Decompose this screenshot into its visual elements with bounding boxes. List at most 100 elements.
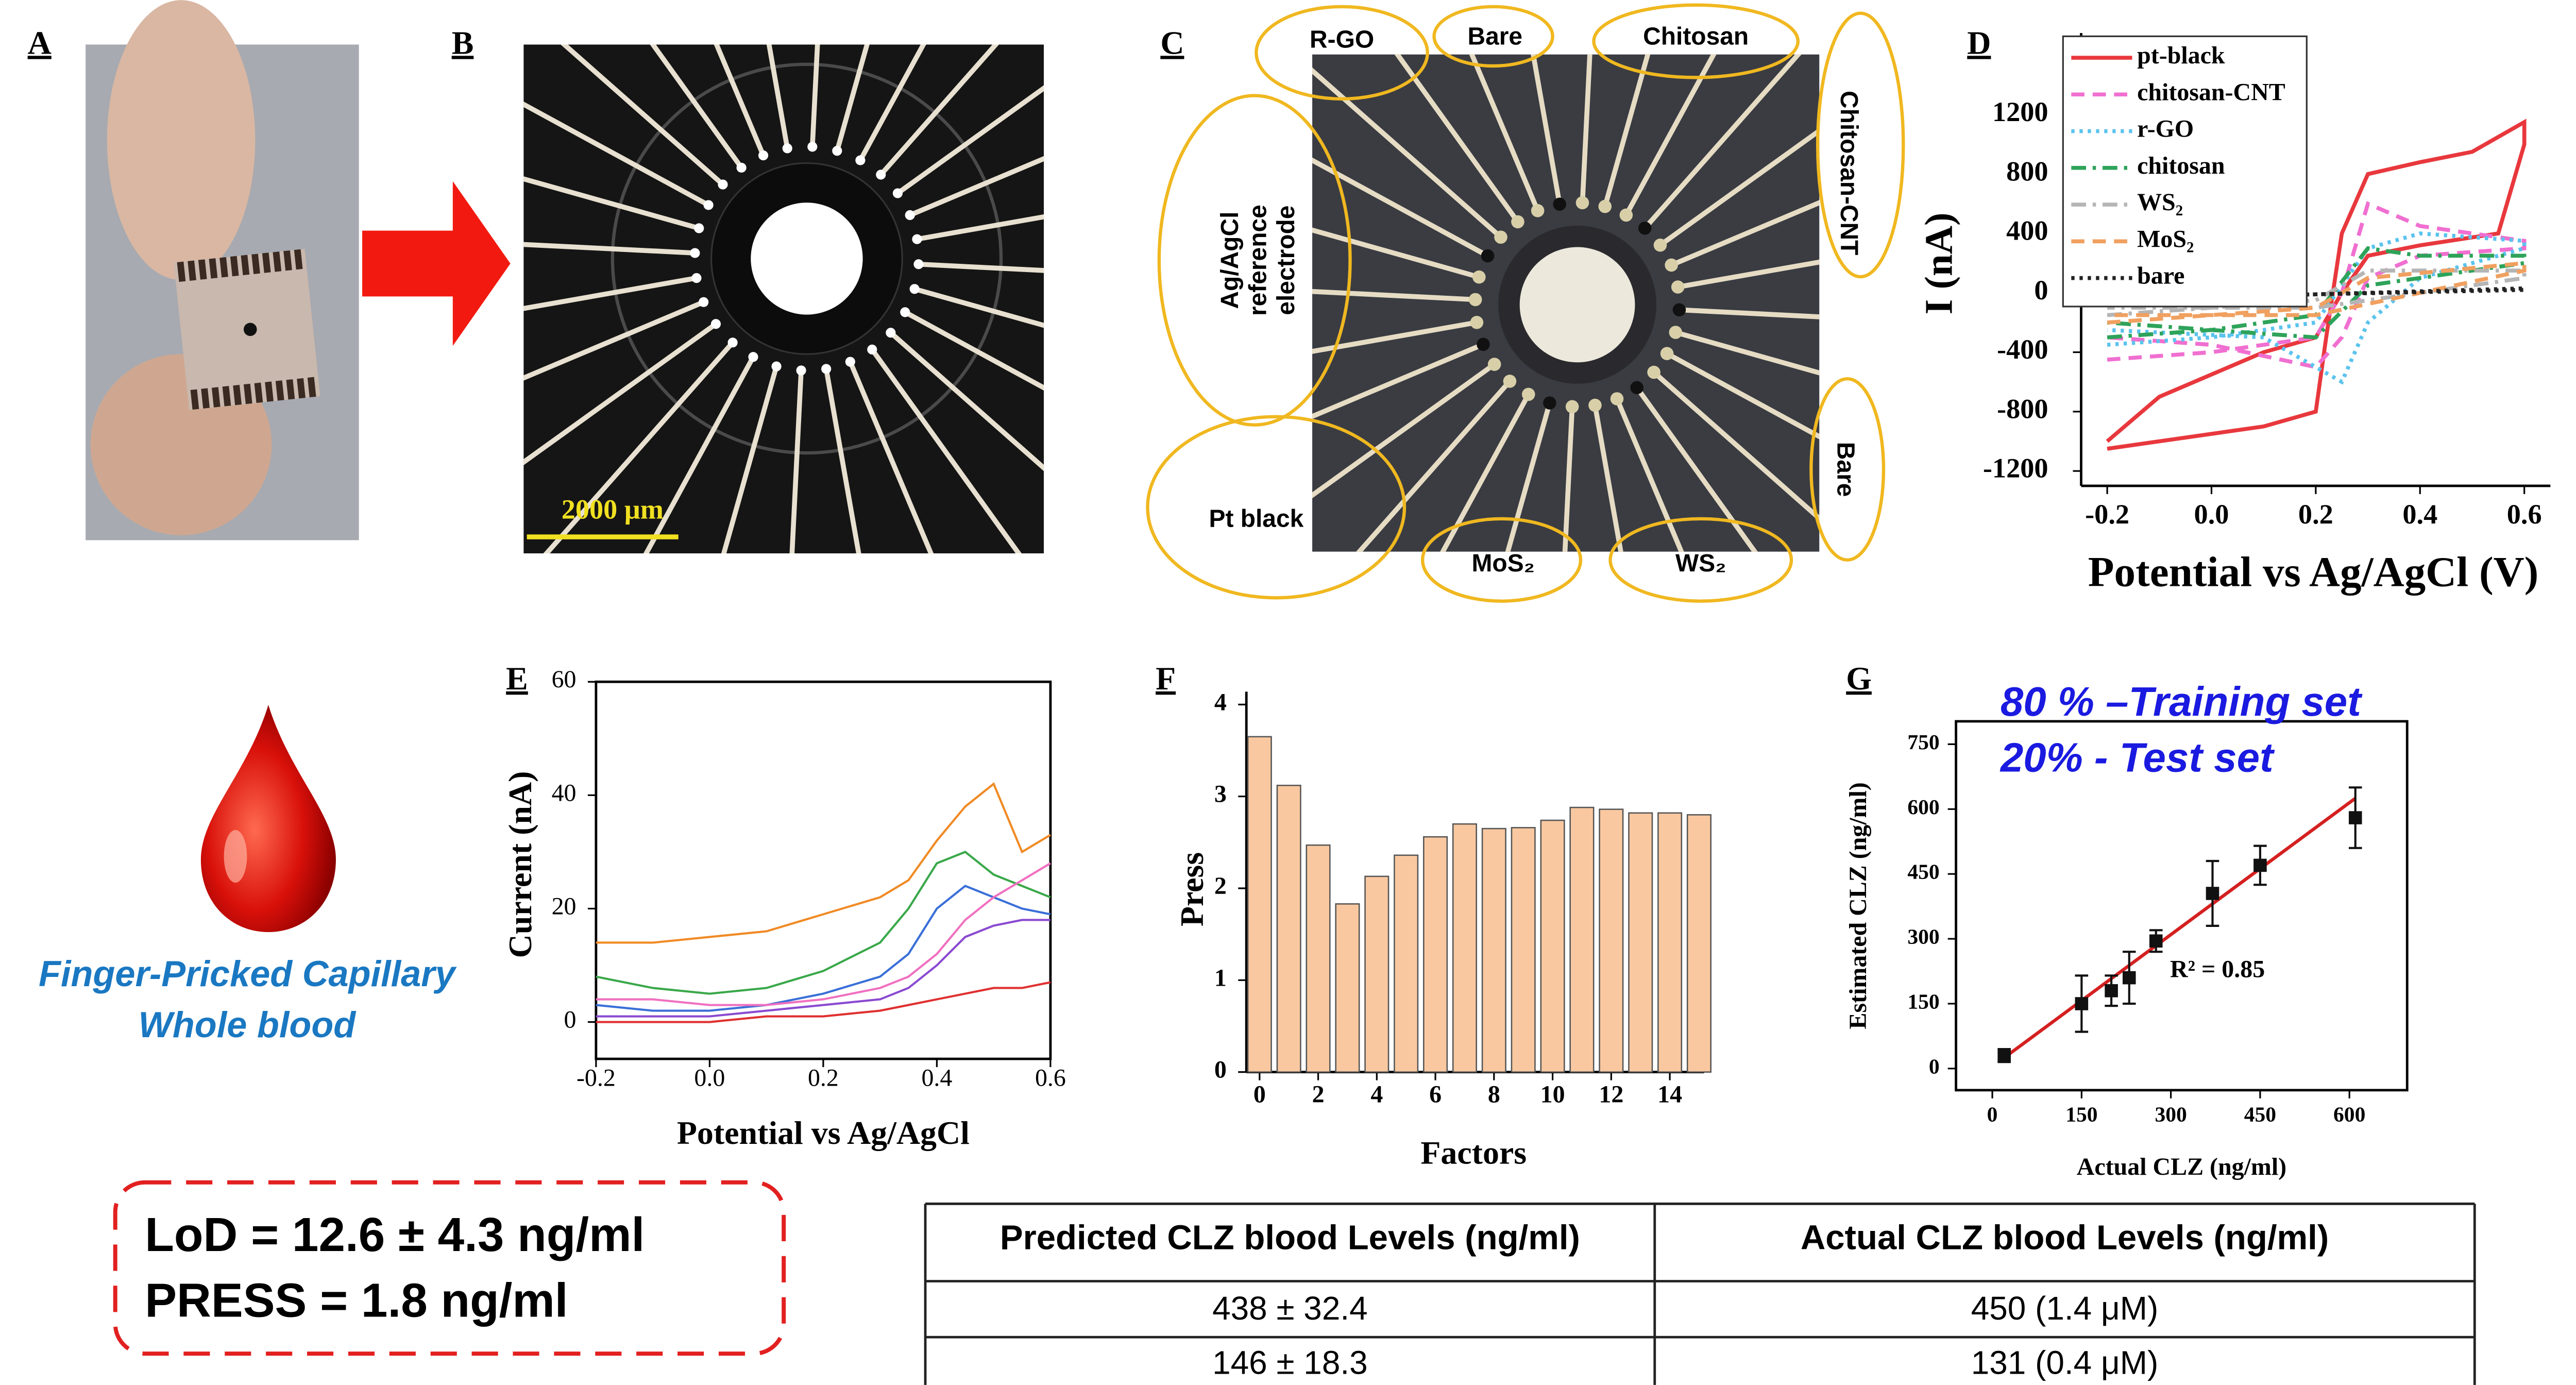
chip-pad (283, 250, 292, 271)
callout-ellipse (1420, 517, 1583, 603)
x-tick-label: 450 (2244, 1102, 2276, 1126)
chip-pad (219, 257, 228, 278)
electrode-dot (1494, 230, 1507, 244)
electrode-dot (736, 162, 747, 173)
x-tick-label: 2 (1312, 1081, 1325, 1108)
point (2253, 858, 2267, 872)
electrode-dot (782, 143, 792, 154)
electrode-dot (876, 170, 886, 180)
chip-pad (177, 261, 186, 282)
electrode-trace (1670, 200, 1820, 267)
electrode-trace (721, 365, 779, 553)
bar (1481, 827, 1506, 1073)
electrode-trace (561, 44, 725, 187)
series-line (2106, 119, 2527, 451)
callout-label: Pt black (1209, 505, 1303, 533)
table-cell: 131 (0.4 μM) (1971, 1344, 2159, 1381)
bar (1511, 827, 1536, 1073)
electrode-dot (821, 364, 832, 374)
point (2348, 811, 2362, 824)
y-tick-label: 20 (552, 892, 577, 920)
electrode-trace (909, 156, 1044, 217)
electrode-dot (1610, 392, 1624, 406)
electrode-dot (703, 200, 714, 210)
electrode-trace (1312, 320, 1478, 354)
electrode-dot (867, 344, 877, 354)
x-tick-label: 0.0 (694, 1065, 725, 1092)
electrode-trace (835, 44, 870, 152)
drop-highlight (224, 830, 247, 883)
panel-label: B (452, 24, 474, 61)
series-line (2107, 246, 2527, 340)
electrode-trace (879, 44, 999, 177)
electrode-dot (694, 223, 704, 233)
electrode-trace (1635, 386, 1758, 552)
legend-box (2062, 35, 2308, 308)
callout-label: Chitosan (1643, 23, 1749, 50)
callout-label: MoS₂ (1472, 550, 1535, 577)
y-tick-label: 4 (1214, 688, 1227, 716)
electrode-dot (1472, 270, 1486, 284)
callout-ellipse (1255, 5, 1429, 101)
electrode-trace (1312, 362, 1496, 499)
x-tick-label: 12 (1599, 1081, 1623, 1108)
electrode-dot (1660, 347, 1674, 360)
bar (1364, 875, 1389, 1073)
electrode-trace (789, 370, 804, 553)
electrode-trace (1615, 398, 1684, 552)
electrode-trace (848, 361, 934, 553)
chip-pad (233, 384, 242, 406)
series-line (596, 885, 1051, 1012)
y-tick-label: 0 (1214, 1056, 1227, 1084)
bar (1657, 812, 1683, 1073)
electrode-trace (1312, 67, 1503, 239)
electrode-dot (1598, 199, 1612, 213)
series-line (2107, 261, 2527, 325)
electrode-dot (900, 307, 910, 317)
point (2206, 887, 2219, 900)
table-cell: 450 (1.4 μM) (1971, 1290, 2159, 1327)
x-axis-title: Actual CLZ (ng/ml) (2077, 1153, 2286, 1180)
legend-label: WS₂ (2137, 189, 2183, 216)
bar (1394, 854, 1419, 1073)
panel-label: D (1967, 24, 1991, 61)
callout-ellipse (1432, 5, 1554, 68)
chip-pad (265, 381, 274, 402)
point (2105, 984, 2118, 998)
electrode-dot (892, 188, 903, 198)
fit-line (2003, 797, 2357, 1059)
chip-pad (243, 383, 252, 404)
electrode-trace (523, 275, 697, 311)
annotation: 80 % –Training set (2001, 679, 2363, 724)
electrode-trace (650, 44, 743, 170)
ring (611, 62, 1003, 455)
chip-pad (297, 378, 306, 399)
electrode-trace (523, 242, 696, 256)
electrode-trace (1679, 307, 1820, 319)
photo-b (523, 44, 1044, 553)
panel-label: G (1846, 660, 1872, 697)
bar (1540, 819, 1565, 1073)
lod-text: LoD = 12.6 ± 4.3 ng/ml (145, 1208, 645, 1261)
electrode-trace (766, 44, 790, 149)
legend-label: bare (2137, 262, 2184, 290)
bar (1335, 903, 1360, 1073)
electrode-trace (904, 310, 1044, 391)
electrode-trace (1312, 157, 1489, 258)
y-tick-label: 750 (1907, 730, 1939, 754)
chip-pad (286, 379, 295, 400)
y-tick-label: 600 (1907, 795, 1939, 819)
callout-ellipse (1816, 11, 1905, 279)
bar (1276, 785, 1301, 1073)
chart: -0.2 0.0 0.2 0.4 0.6 0 20 40 60 Current (nA) Poten… (502, 666, 1066, 1151)
electrode-dot (1669, 326, 1683, 339)
electrode-trace (858, 44, 926, 162)
x-tick-label: 300 (2155, 1102, 2187, 1126)
lod-box (113, 1180, 786, 1356)
electrode-dot (1665, 258, 1678, 272)
y-tick-label: 400 (2006, 215, 2048, 246)
electrode-trace (1658, 127, 1820, 247)
electrode-dot (1481, 249, 1495, 263)
y-tick-label: -400 (1997, 334, 2048, 365)
electrode-trace (1531, 54, 1562, 205)
